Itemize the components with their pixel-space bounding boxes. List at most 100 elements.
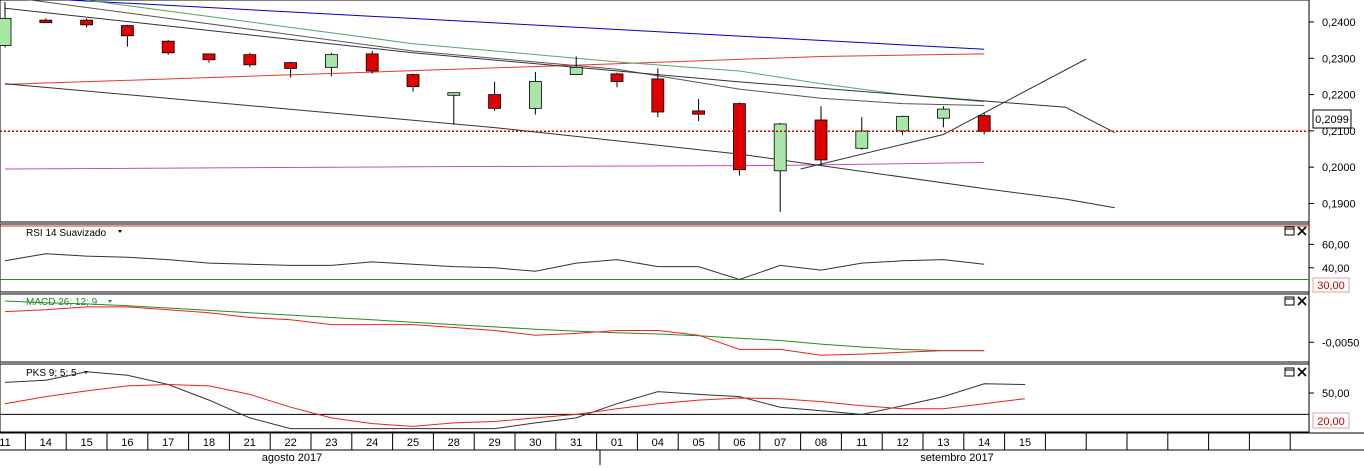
candle-body (937, 108, 950, 119)
pks-pane[interactable]: PKS 9; 5; 5 50,00 20,00 (0, 367, 1350, 430)
candle-body (0, 17, 12, 46)
x-tick-label: 11 (0, 437, 11, 449)
macd-pane[interactable]: MACD 26; 12; 9 -0,0050 (4, 296, 1359, 356)
candle (773, 122, 787, 212)
price-pane[interactable]: 0,2400 0,2300 0,2200 0,2100 0,2000 0,1900 0,2… (0, 0, 1356, 212)
candle (610, 72, 624, 88)
rsi-close-icon[interactable] (1297, 226, 1307, 236)
x-tick-label: 16 (121, 437, 133, 449)
candle-body (202, 53, 216, 61)
x-tick-label: 14 (40, 437, 52, 449)
x-tick-label: 18 (203, 437, 215, 449)
x-tick-label: 01 (611, 437, 623, 449)
overlay-line (58, 0, 985, 50)
candle (284, 61, 298, 78)
candle (161, 40, 175, 55)
candle (365, 51, 379, 74)
candle (121, 24, 134, 47)
y-tick-label: 0,2300 (1322, 53, 1356, 65)
candle-body (896, 115, 909, 132)
x-tick-label: 21 (244, 437, 256, 449)
x-tick-label: 14 (978, 437, 990, 449)
y-tick-label: 40,00 (1322, 263, 1350, 275)
candle (896, 115, 909, 136)
y-tick-label: 0,2200 (1322, 90, 1356, 102)
candle-body (773, 123, 787, 172)
macd-close-icon[interactable] (1297, 296, 1307, 306)
x-tick-label: 08 (815, 437, 827, 449)
candle-body (161, 40, 175, 54)
candle-body (243, 54, 257, 66)
candle (814, 106, 828, 166)
rsi-menu-icon[interactable] (118, 230, 122, 233)
candle-body (447, 92, 461, 96)
candle (80, 18, 93, 28)
rsi-level-label: 30,00 (1317, 280, 1345, 292)
candle (202, 53, 216, 63)
current-price-label: 0,2099 (1315, 114, 1349, 126)
pks-series (4, 371, 1026, 430)
candle (0, 2, 12, 48)
x-tick-label: 23 (325, 437, 337, 449)
macd-menu-icon[interactable] (108, 300, 112, 303)
overlay-line (4, 83, 1115, 209)
x-tick-label: 22 (284, 437, 296, 449)
rsi-level-marker: 30,00 (1312, 277, 1350, 293)
x-tick-label: 30 (529, 437, 541, 449)
rsi-maximize-icon[interactable] (1284, 226, 1295, 236)
candle-body (406, 74, 420, 87)
rsi-title: RSI 14 Suavizado (26, 228, 106, 239)
y-tick-label: 60,00 (1322, 239, 1350, 251)
macd-maximize-icon[interactable] (1284, 296, 1295, 306)
x-tick-label: 15 (1019, 437, 1031, 449)
candlestick-series (0, 2, 991, 212)
price-overlay-lines (4, 0, 1116, 209)
candle-body (39, 19, 53, 24)
y-tick-label: 50,00 (1322, 388, 1350, 400)
candle (651, 68, 665, 118)
candle-body (529, 81, 542, 109)
candle-body (488, 94, 502, 109)
candle (406, 73, 420, 92)
rsi-pane[interactable]: RSI 14 Suavizado 60,00 40,00 30,00 (0, 225, 1350, 293)
x-axis: 11 14 15 16 17 18 21 22 23 24 25 28 29 30 31 01 04 05 06 07… (0, 432, 1364, 465)
macd-title: MACD 26; 12; 9 (26, 297, 98, 308)
pks-close-icon[interactable] (1297, 367, 1307, 377)
candle-body (365, 53, 379, 72)
y-tick-label: 0,2000 (1322, 162, 1356, 174)
x-tick-label: 06 (733, 437, 745, 449)
candle-body (733, 103, 746, 171)
candle-body (610, 73, 624, 82)
x-tick-label: 28 (448, 437, 460, 449)
month-label-august: agosto 2017 (262, 452, 323, 464)
candle (692, 98, 705, 122)
candle (39, 18, 53, 24)
x-tick-label: 29 (488, 437, 500, 449)
y-tick-label: 0,1900 (1322, 198, 1356, 210)
candle (937, 106, 950, 128)
candle-body (814, 119, 828, 161)
price-y-axis: 0,2400 0,2300 0,2200 0,2100 0,2000 0,1900 (1309, 17, 1356, 210)
candle-body (651, 78, 665, 113)
x-tick-label: 04 (652, 437, 664, 449)
series-line (4, 300, 985, 352)
current-price-marker: 0,2099 (1312, 109, 1352, 129)
candle (488, 81, 502, 111)
series-line (4, 383, 1026, 427)
x-tick-label: 24 (366, 437, 378, 449)
x-tick-label: 07 (774, 437, 786, 449)
pks-y-axis: 50,00 (1309, 388, 1350, 400)
candle (529, 72, 542, 115)
pks-title: PKS 9; 5; 5 (26, 368, 77, 379)
candle-body (80, 19, 93, 26)
pks-maximize-icon[interactable] (1284, 367, 1295, 377)
x-tick-label: 15 (80, 437, 92, 449)
x-tick-label: 31 (570, 437, 582, 449)
candle-body (324, 54, 338, 68)
overlay-line (4, 7, 1116, 134)
candle (569, 56, 583, 76)
x-tick-label: 11 (856, 437, 867, 449)
candle (243, 52, 257, 68)
candle-body (284, 62, 298, 69)
